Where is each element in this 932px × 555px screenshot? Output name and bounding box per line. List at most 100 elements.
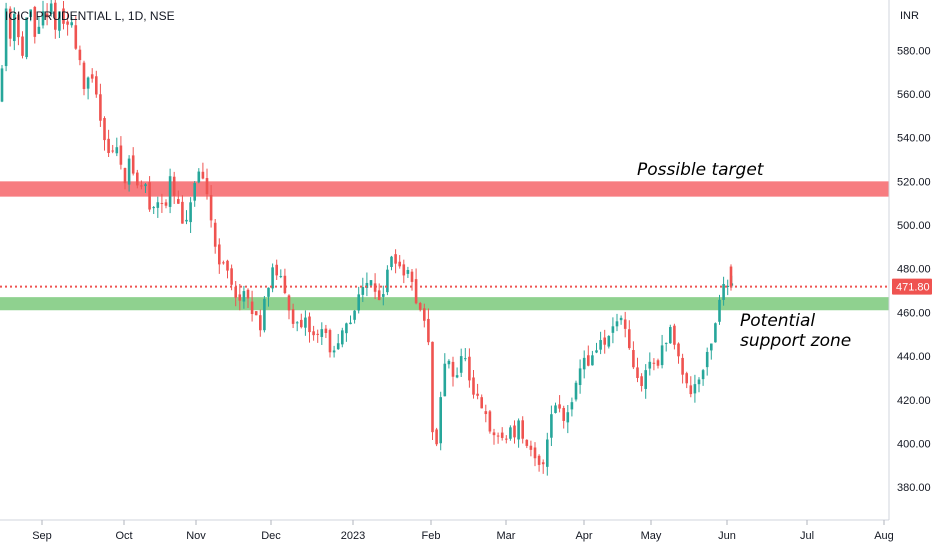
- candle[interactable]: [439, 391, 442, 451]
- candle[interactable]: [554, 402, 557, 414]
- candle[interactable]: [529, 440, 533, 457]
- candle[interactable]: [238, 283, 242, 311]
- candle[interactable]: [480, 394, 483, 409]
- candle[interactable]: [390, 255, 393, 271]
- candle[interactable]: [136, 169, 139, 189]
- candle[interactable]: [558, 395, 561, 413]
- candle[interactable]: [49, 0, 53, 17]
- candle[interactable]: [222, 260, 225, 265]
- candle[interactable]: [172, 171, 176, 204]
- candle[interactable]: [8, 6, 12, 47]
- zone-resistance[interactable]: [0, 181, 889, 197]
- candle[interactable]: [603, 329, 606, 354]
- candle[interactable]: [312, 325, 315, 341]
- candle[interactable]: [468, 348, 471, 388]
- candle[interactable]: [681, 353, 684, 384]
- candle[interactable]: [0, 65, 4, 103]
- candle[interactable]: [640, 373, 643, 392]
- candle[interactable]: [701, 368, 705, 386]
- candle[interactable]: [226, 259, 229, 279]
- candle[interactable]: [234, 281, 237, 307]
- candle[interactable]: [103, 116, 106, 151]
- candle[interactable]: [484, 404, 488, 423]
- candle[interactable]: [119, 136, 123, 170]
- candle[interactable]: [628, 320, 631, 350]
- candle[interactable]: [513, 420, 516, 444]
- candle[interactable]: [488, 409, 492, 434]
- candle[interactable]: [156, 196, 160, 218]
- candle[interactable]: [332, 345, 336, 358]
- candle[interactable]: [197, 168, 201, 184]
- candle[interactable]: [496, 432, 500, 444]
- candle[interactable]: [328, 328, 332, 358]
- candle[interactable]: [17, 12, 20, 46]
- candle[interactable]: [722, 276, 725, 306]
- candle[interactable]: [644, 364, 647, 399]
- candle[interactable]: [382, 285, 385, 306]
- candle[interactable]: [423, 303, 426, 328]
- candle[interactable]: [570, 397, 574, 417]
- candle[interactable]: [673, 323, 676, 350]
- candle[interactable]: [435, 427, 438, 447]
- candle[interactable]: [316, 329, 319, 343]
- annotation-support-line-2[interactable]: support zone: [740, 331, 851, 351]
- candle[interactable]: [365, 272, 369, 297]
- candle[interactable]: [599, 331, 602, 355]
- candle[interactable]: [582, 350, 586, 379]
- candle[interactable]: [464, 348, 467, 362]
- candle[interactable]: [99, 83, 102, 127]
- candle[interactable]: [377, 283, 381, 301]
- candle[interactable]: [619, 315, 623, 325]
- candle[interactable]: [361, 277, 365, 303]
- candle[interactable]: [287, 294, 291, 320]
- candle[interactable]: [697, 377, 701, 393]
- candle[interactable]: [242, 285, 246, 309]
- candle[interactable]: [660, 334, 664, 369]
- candle[interactable]: [246, 288, 250, 308]
- candle[interactable]: [517, 418, 520, 448]
- candle[interactable]: [578, 359, 582, 394]
- candle[interactable]: [652, 358, 656, 371]
- candle[interactable]: [459, 348, 463, 377]
- candle[interactable]: [591, 350, 594, 366]
- candle[interactable]: [541, 459, 545, 474]
- candle[interactable]: [386, 265, 389, 296]
- candle[interactable]: [70, 16, 73, 28]
- candle[interactable]: [90, 68, 94, 83]
- candle[interactable]: [623, 311, 627, 338]
- candle[interactable]: [427, 308, 430, 346]
- zone-support[interactable]: [0, 297, 889, 311]
- candle[interactable]: [54, 0, 57, 39]
- candle[interactable]: [33, 5, 37, 44]
- candle[interactable]: [574, 380, 578, 402]
- candle[interactable]: [164, 199, 168, 209]
- candle[interactable]: [152, 205, 155, 214]
- candle[interactable]: [611, 317, 615, 344]
- candle[interactable]: [398, 255, 401, 269]
- candle[interactable]: [689, 376, 693, 398]
- candle[interactable]: [218, 238, 221, 274]
- candle[interactable]: [148, 176, 151, 212]
- candle[interactable]: [550, 405, 553, 447]
- candle[interactable]: [308, 312, 311, 343]
- candle[interactable]: [669, 324, 672, 344]
- candle[interactable]: [131, 147, 135, 176]
- candle[interactable]: [263, 295, 266, 333]
- candle[interactable]: [693, 374, 697, 403]
- candle[interactable]: [615, 313, 619, 332]
- candle[interactable]: [107, 129, 110, 157]
- candle[interactable]: [492, 428, 496, 445]
- annotation-support-line-1[interactable]: Potential: [740, 311, 815, 331]
- candle[interactable]: [275, 259, 278, 280]
- candle[interactable]: [250, 290, 254, 322]
- candle[interactable]: [189, 197, 192, 233]
- candle[interactable]: [710, 343, 713, 360]
- annotation-possible-target[interactable]: Possible target: [637, 160, 765, 180]
- candle[interactable]: [181, 195, 184, 224]
- candle[interactable]: [476, 383, 479, 400]
- candle[interactable]: [349, 315, 352, 325]
- candle[interactable]: [201, 162, 205, 180]
- candle[interactable]: [41, 0, 45, 29]
